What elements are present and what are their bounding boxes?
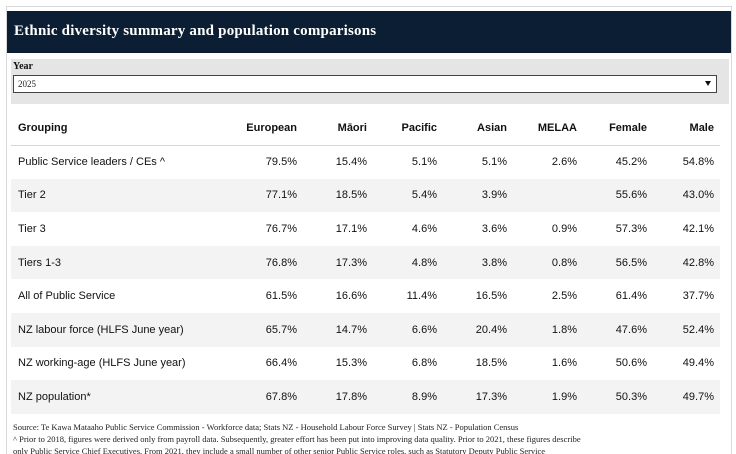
- table-cell: 17.8%: [303, 380, 373, 414]
- table-cell: 18.5%: [303, 178, 373, 213]
- table-cell: 37.7%: [682, 290, 714, 303]
- table-header-row: Grouping European Māori Pacific Asian ME…: [11, 111, 720, 146]
- table-cell: 55.6%: [583, 178, 653, 213]
- table-cell: 17.3%: [443, 380, 513, 414]
- table-cell: 56.5%: [583, 245, 653, 280]
- table-cell: 14.7%: [303, 312, 373, 347]
- table-cell: 49.4%: [682, 357, 714, 370]
- table-cell: 15.3%: [335, 357, 367, 370]
- table-cell: 49.7%: [653, 380, 720, 414]
- table-row: NZ labour force (HLFS June year) 65.7% 1…: [11, 312, 720, 347]
- table-cell: 61.4%: [615, 290, 647, 303]
- table-cell: 52.4%: [653, 312, 720, 347]
- dashboard-frame: Ethnic diversity summary and population …: [6, 6, 732, 454]
- table-cell: 11.4%: [406, 290, 437, 303]
- table-cell: 20.4%: [443, 312, 513, 347]
- table-cell: 79.5%: [265, 156, 297, 169]
- table-cell: 8.9%: [373, 380, 443, 414]
- table-cell: 16.6%: [335, 290, 367, 303]
- year-select[interactable]: 2025: [13, 75, 717, 93]
- table-cell: 4.8%: [373, 245, 443, 280]
- table-row: NZ population* 67.8% 17.8% 8.9% 17.3% 1.…: [11, 380, 720, 414]
- table-cell: 76.8%: [211, 245, 303, 280]
- table-cell: 76.7%: [265, 222, 297, 235]
- table-cell: 17.3%: [303, 245, 373, 280]
- table-cell: 2.5%: [551, 290, 577, 303]
- table-cell: 0.8%: [513, 245, 583, 280]
- table-cell: 47.6%: [583, 312, 653, 347]
- footnotes: Source: Te Kawa Mataaho Public Service C…: [13, 421, 723, 454]
- year-select-value: 2025: [18, 79, 36, 89]
- table-cell: 50.6%: [615, 357, 647, 370]
- table-row: All of Public Service 61.5% 16.6% 11.4% …: [11, 279, 720, 313]
- table-cell: Tier 3: [18, 222, 46, 235]
- table-cell: NZ labour force (HLFS June year): [11, 312, 211, 347]
- year-filter-label: Year: [13, 61, 33, 72]
- column-header: European: [211, 111, 303, 146]
- table-cell: 54.8%: [682, 156, 714, 169]
- column-header: Pacific: [373, 111, 443, 146]
- table-cell: 42.8%: [653, 245, 720, 280]
- table-cell: 65.7%: [211, 312, 303, 347]
- table-cell: 77.1%: [211, 178, 303, 213]
- table-cell: 1.9%: [513, 380, 583, 414]
- column-header: Female: [583, 111, 653, 146]
- table-cell: Tiers 1-3: [11, 245, 211, 280]
- table-cell: 3.6%: [481, 222, 507, 235]
- table-cell: 5.1%: [411, 156, 437, 169]
- year-filter-panel: Year 2025: [11, 59, 729, 104]
- table-cell: NZ working-age (HLFS June year): [18, 357, 186, 370]
- table-cell: NZ population*: [11, 380, 211, 414]
- table-cell: 17.1%: [335, 222, 367, 235]
- table-cell: Tier 2: [11, 178, 211, 213]
- title-bar: Ethnic diversity summary and population …: [7, 11, 731, 53]
- table-cell: 50.3%: [583, 380, 653, 414]
- footnote-line: ^ Prior to 2018, figures were derived on…: [13, 434, 581, 444]
- table-cell: 61.5%: [265, 290, 297, 303]
- source-note: Source: Te Kawa Mataaho Public Service C…: [13, 422, 519, 432]
- table-cell: 57.3%: [615, 222, 647, 235]
- table-cell: 18.5%: [475, 357, 507, 370]
- table-row: Public Service leaders / CEs ^ 79.5% 15.…: [11, 145, 720, 179]
- table-cell: 1.8%: [513, 312, 583, 347]
- table-cell: 3.9%: [443, 178, 513, 213]
- column-header: MELAA: [513, 111, 583, 146]
- table-cell: 42.1%: [682, 222, 714, 235]
- column-header: Male: [653, 111, 720, 146]
- table-cell: 5.4%: [373, 178, 443, 213]
- table-cell: 67.8%: [211, 380, 303, 414]
- table-cell: 4.6%: [411, 222, 437, 235]
- column-header: Grouping: [11, 111, 211, 146]
- table-cell: Public Service leaders / CEs ^: [18, 156, 165, 169]
- page-title: Ethnic diversity summary and population …: [14, 23, 377, 39]
- table-row: Tier 2 77.1% 18.5% 5.4% 3.9% 55.6% 43.0%: [11, 178, 720, 213]
- dropdown-arrow-icon[interactable]: [705, 81, 711, 86]
- table-cell: 2.6%: [551, 156, 577, 169]
- table-cell: 5.1%: [481, 156, 507, 169]
- table-cell: 6.6%: [373, 312, 443, 347]
- table-cell: 0.9%: [551, 222, 577, 235]
- table-row: Tier 3 76.7% 17.1% 4.6% 3.6% 0.9% 57.3% …: [11, 212, 720, 246]
- table-cell: 1.6%: [551, 357, 577, 370]
- column-header: Asian: [443, 111, 513, 146]
- table-cell: 45.2%: [615, 156, 647, 169]
- table-cell: [513, 178, 583, 213]
- column-header: Māori: [303, 111, 373, 146]
- table-cell: 66.4%: [265, 357, 297, 370]
- table-row: NZ working-age (HLFS June year) 66.4% 15…: [11, 347, 720, 381]
- table-row: Tiers 1-3 76.8% 17.3% 4.8% 3.8% 0.8% 56.…: [11, 245, 720, 280]
- table-cell: All of Public Service: [18, 290, 116, 303]
- table-cell: 43.0%: [653, 178, 720, 213]
- footnote-line: only Public Service Chief Executives. Fr…: [13, 446, 546, 454]
- diversity-table: Grouping European Māori Pacific Asian ME…: [11, 111, 720, 414]
- table-cell: 16.5%: [475, 290, 507, 303]
- table-cell: 3.8%: [443, 245, 513, 280]
- table-cell: 6.8%: [411, 357, 437, 370]
- table-cell: 15.4%: [335, 156, 367, 169]
